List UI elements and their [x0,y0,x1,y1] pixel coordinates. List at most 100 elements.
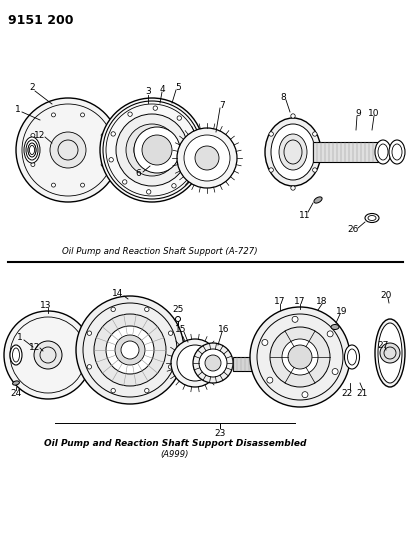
Circle shape [169,365,173,369]
Circle shape [51,113,55,117]
Bar [313,142,378,162]
Circle shape [87,365,92,369]
Circle shape [191,138,195,142]
Text: 15: 15 [175,325,187,334]
Circle shape [134,127,180,173]
Circle shape [145,307,149,312]
Ellipse shape [331,325,339,329]
Ellipse shape [265,118,321,186]
Ellipse shape [389,140,405,164]
Text: 7: 7 [219,101,225,109]
Ellipse shape [10,345,22,365]
Text: 27: 27 [377,341,389,350]
Circle shape [332,368,338,375]
Text: 1: 1 [17,333,23,342]
Ellipse shape [12,348,19,362]
Ellipse shape [30,146,35,155]
Bar [233,357,303,371]
Circle shape [169,331,173,335]
Ellipse shape [344,345,360,369]
Circle shape [313,168,317,172]
Circle shape [81,183,85,187]
Text: 4: 4 [159,85,165,93]
Circle shape [87,331,92,335]
Circle shape [177,116,182,120]
Circle shape [269,168,273,172]
Text: 23: 23 [214,429,226,438]
Circle shape [111,132,115,136]
Text: 9151 200: 9151 200 [8,14,74,27]
Circle shape [195,146,219,170]
Text: 17: 17 [274,296,286,305]
Circle shape [126,124,178,176]
Text: 13: 13 [40,301,52,310]
Circle shape [81,113,85,117]
Text: 24: 24 [10,389,22,398]
Text: 11: 11 [299,211,311,220]
Circle shape [111,307,115,312]
Text: 17: 17 [294,296,306,305]
Circle shape [109,158,113,162]
Text: 16: 16 [218,325,230,334]
Ellipse shape [347,349,356,365]
Ellipse shape [13,381,19,385]
Circle shape [250,307,350,407]
Circle shape [122,180,127,184]
Ellipse shape [24,137,40,163]
Text: 12: 12 [29,343,41,351]
Text: 14: 14 [112,288,124,297]
Circle shape [116,114,188,186]
Circle shape [291,114,295,118]
Text: Oil Pump and Reaction Shaft Support (A-727): Oil Pump and Reaction Shaft Support (A-7… [62,247,258,256]
Circle shape [31,163,35,166]
Circle shape [111,389,115,393]
Text: 25: 25 [172,305,184,314]
Text: 3: 3 [145,87,151,96]
Ellipse shape [27,142,37,158]
Ellipse shape [368,215,376,221]
Circle shape [327,331,333,337]
Ellipse shape [365,214,379,222]
Text: 8: 8 [280,93,286,101]
Circle shape [146,190,151,194]
Ellipse shape [271,124,315,180]
Circle shape [282,339,318,375]
Circle shape [51,183,55,187]
Circle shape [302,392,308,398]
Text: 26: 26 [347,225,359,235]
Circle shape [142,140,162,160]
Circle shape [269,132,273,136]
Ellipse shape [392,144,402,160]
Circle shape [34,341,62,369]
Circle shape [313,132,317,136]
Circle shape [121,341,139,359]
Circle shape [177,345,213,381]
Circle shape [175,317,180,321]
Circle shape [288,345,312,369]
Text: 21: 21 [356,389,368,398]
Circle shape [205,355,221,371]
Text: 9: 9 [355,109,361,117]
Circle shape [189,164,193,168]
Circle shape [153,106,157,110]
Circle shape [101,133,105,138]
Ellipse shape [26,140,38,160]
Ellipse shape [28,143,36,157]
Circle shape [199,349,227,377]
Text: Oil Pump and Reaction Shaft Support Disassembled: Oil Pump and Reaction Shaft Support Disa… [44,439,306,448]
Circle shape [76,296,184,404]
Circle shape [16,98,120,202]
Circle shape [380,343,400,363]
Circle shape [262,340,268,345]
Circle shape [291,186,295,190]
Circle shape [177,128,237,188]
Circle shape [292,316,298,322]
Text: 22: 22 [342,389,353,398]
Ellipse shape [375,319,405,387]
Ellipse shape [378,323,402,383]
Circle shape [128,112,132,116]
Circle shape [31,133,35,138]
Circle shape [172,183,176,188]
Ellipse shape [375,140,391,164]
Ellipse shape [314,197,322,203]
